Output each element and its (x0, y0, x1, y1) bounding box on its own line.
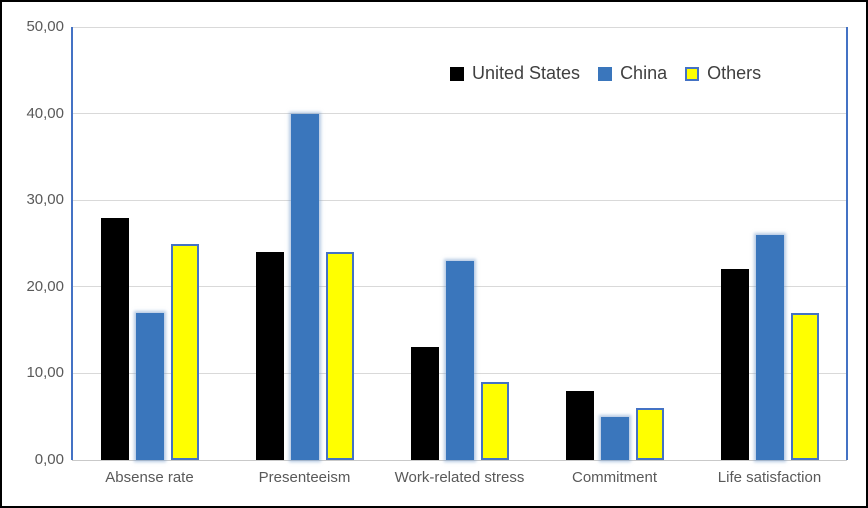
bar-group-commitment (537, 27, 692, 460)
bar-group-work-related-stress (382, 27, 537, 460)
y-tick-label-50: 50,00 (26, 18, 64, 35)
legend-item-china: China (598, 63, 667, 84)
legend-item-united-states: United States (450, 63, 580, 84)
bar-others-work-related-stress (480, 382, 509, 460)
bar-united-states-life-satisfaction (720, 269, 749, 460)
y-tick-label-40: 40,00 (26, 104, 64, 122)
bar-others-life-satisfaction (790, 312, 819, 460)
legend: United States China Others (450, 63, 761, 84)
bar-united-states-work-related-stress (410, 347, 439, 460)
bar-united-states-absense-rate (100, 217, 129, 460)
bar-group-life-satisfaction (692, 27, 847, 460)
plot-right-border (846, 27, 848, 460)
legend-swatch-united-states (450, 66, 464, 81)
bar-china-absense-rate (135, 312, 164, 460)
gridline-0 (72, 459, 847, 461)
y-tick-label-0: 0,00 (34, 451, 64, 468)
bar-united-states-commitment (565, 390, 594, 460)
legend-label-united-states: United States (472, 63, 581, 83)
legend-label-china: China (620, 63, 668, 83)
plot-area (71, 26, 848, 461)
x-axis-label-absense-rate: Absense rate (105, 469, 194, 486)
gridline-40 (72, 113, 847, 115)
x-axis-label-commitment: Commitment (571, 469, 657, 486)
y-tick-label-30: 30,00 (26, 191, 64, 209)
bar-united-states-presenteeism (255, 252, 284, 460)
bar-others-presenteeism (325, 252, 354, 460)
plot-left-border (71, 27, 73, 460)
legend-swatch-others (685, 66, 700, 81)
bar-groups (72, 27, 847, 460)
x-axis-label-life-satisfaction: Life satisfaction (717, 469, 822, 486)
bar-china-work-related-stress (445, 260, 474, 460)
legend-item-others: Others (685, 63, 761, 84)
bar-group-presenteeism (227, 27, 382, 460)
bar-others-commitment (635, 408, 664, 460)
x-axis-label-presenteeism: Presenteeism (258, 469, 351, 486)
bar-others-absense-rate (170, 243, 199, 460)
bar-china-commitment (600, 416, 629, 460)
x-axis-labels: Absense rate Presenteeism Work-related str… (72, 469, 847, 486)
gridline-30 (72, 199, 847, 201)
bar-china-life-satisfaction (755, 234, 784, 460)
y-tick-label-10: 10,00 (26, 364, 64, 382)
gridline-50 (72, 26, 847, 28)
legend-label-others: Others (707, 63, 762, 83)
y-tick-label-20: 20,00 (26, 277, 64, 295)
bar-group-absense-rate (72, 27, 227, 460)
legend-swatch-china (598, 66, 613, 81)
bar-china-presenteeism (290, 113, 319, 460)
x-axis-label-work-related-stress: Work-related stress (394, 469, 525, 486)
